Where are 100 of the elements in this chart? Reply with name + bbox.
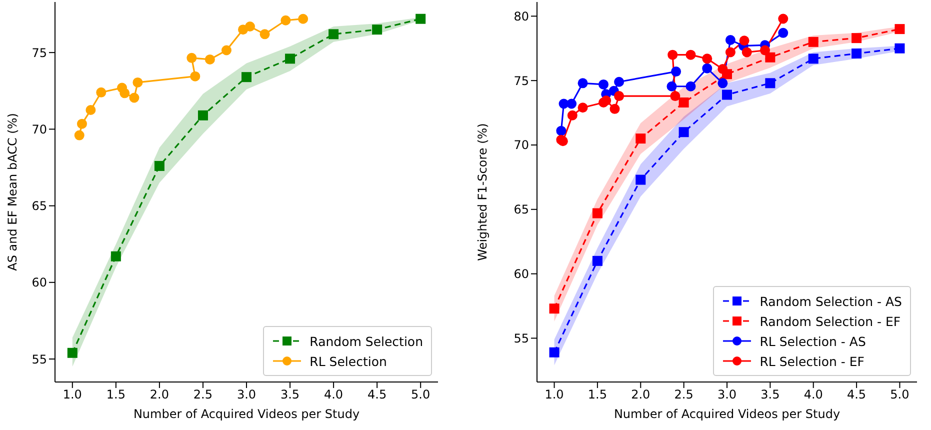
point <box>154 160 164 171</box>
y-tick-label: 65 <box>514 202 529 217</box>
x-tick-label: 4.5 <box>847 388 866 402</box>
point <box>636 134 646 144</box>
point <box>765 78 776 88</box>
x-tick-label: 2.5 <box>193 388 213 402</box>
x-tick-label: 5.0 <box>411 388 430 402</box>
point <box>566 98 577 109</box>
point <box>549 347 560 358</box>
y-axis-title: Weighted F1-Score (%) <box>475 123 490 261</box>
x-axis-title: Number of Acquired Videos per Study <box>133 407 360 421</box>
point <box>894 43 905 54</box>
point <box>110 251 121 262</box>
x-axis-title: Number of Acquired Videos per Study <box>614 407 840 421</box>
point <box>894 24 905 34</box>
point <box>778 14 788 24</box>
y-tick-label: 80 <box>514 9 529 24</box>
point <box>670 91 680 102</box>
legend-label: RL Selection - AS <box>760 334 866 348</box>
x-tick-label: 1.5 <box>106 388 126 402</box>
point <box>760 45 770 56</box>
point <box>221 45 232 56</box>
point <box>592 208 602 218</box>
point <box>718 78 728 88</box>
point <box>578 78 588 88</box>
point <box>808 54 818 64</box>
point <box>280 15 291 26</box>
point <box>702 54 712 64</box>
point <box>244 22 255 32</box>
point <box>742 47 752 58</box>
point <box>686 50 696 60</box>
y-tick-label: 70 <box>32 122 47 136</box>
point <box>722 90 732 100</box>
point <box>549 304 560 314</box>
point <box>567 110 578 120</box>
y-tick-label: 55 <box>514 331 529 346</box>
x-tick-label: 3.5 <box>280 388 300 402</box>
point <box>190 71 200 82</box>
y-tick-label: 70 <box>514 138 529 152</box>
x-tick-label: 4.0 <box>804 388 823 402</box>
point <box>416 14 426 24</box>
x-tick-label: 3.0 <box>717 388 737 402</box>
point <box>666 81 677 92</box>
point <box>598 79 608 90</box>
point <box>592 256 602 266</box>
point <box>198 110 208 120</box>
legend-label: Random Selection <box>310 334 423 348</box>
point <box>67 348 78 358</box>
y-tick-label: 55 <box>32 352 47 366</box>
point <box>186 52 197 63</box>
point <box>556 126 566 136</box>
point <box>328 29 339 40</box>
x-tick-label: 3.0 <box>236 388 256 402</box>
point <box>74 130 84 140</box>
point <box>678 97 689 108</box>
point <box>614 91 624 102</box>
point <box>702 63 712 74</box>
point <box>129 92 140 103</box>
x-tick-label: 2.0 <box>631 388 650 402</box>
legend-label: RL Selection <box>310 354 387 368</box>
point <box>765 52 776 62</box>
point <box>204 54 215 64</box>
point <box>739 36 750 46</box>
point <box>96 87 106 98</box>
x-tick-label: 4.5 <box>368 388 387 402</box>
x-tick-label: 4.0 <box>324 388 344 402</box>
point <box>686 81 696 92</box>
y-tick-label: 65 <box>32 199 47 214</box>
point <box>242 72 252 82</box>
point <box>285 54 296 64</box>
y-axis-title: AS and EF Mean bACC (%) <box>5 113 20 271</box>
point <box>671 66 682 77</box>
x-tick-label: 2.5 <box>674 388 694 402</box>
y-tick-label: 75 <box>32 46 47 60</box>
y-tick-label: 60 <box>514 267 529 282</box>
y-tick-label: 60 <box>32 276 47 290</box>
point <box>260 29 270 40</box>
point <box>852 48 862 59</box>
point <box>725 35 736 45</box>
legend-label: Random Selection - AS <box>760 294 902 308</box>
point <box>725 47 736 58</box>
point <box>578 102 588 113</box>
point <box>636 174 646 185</box>
point <box>132 77 143 88</box>
point <box>120 88 130 98</box>
point <box>778 28 788 38</box>
x-tick-label: 1.5 <box>588 388 607 402</box>
x-tick-label: 1.0 <box>62 388 82 402</box>
point <box>298 14 308 24</box>
point <box>718 64 728 74</box>
point <box>76 118 87 129</box>
point <box>86 105 96 116</box>
legend-label: Random Selection - EF <box>760 314 901 328</box>
point <box>614 76 624 87</box>
point <box>610 104 620 114</box>
point <box>668 50 678 60</box>
y-tick-label: 75 <box>514 74 529 88</box>
x-tick-label: 3.5 <box>760 388 780 402</box>
point <box>601 96 612 106</box>
point <box>678 127 689 138</box>
